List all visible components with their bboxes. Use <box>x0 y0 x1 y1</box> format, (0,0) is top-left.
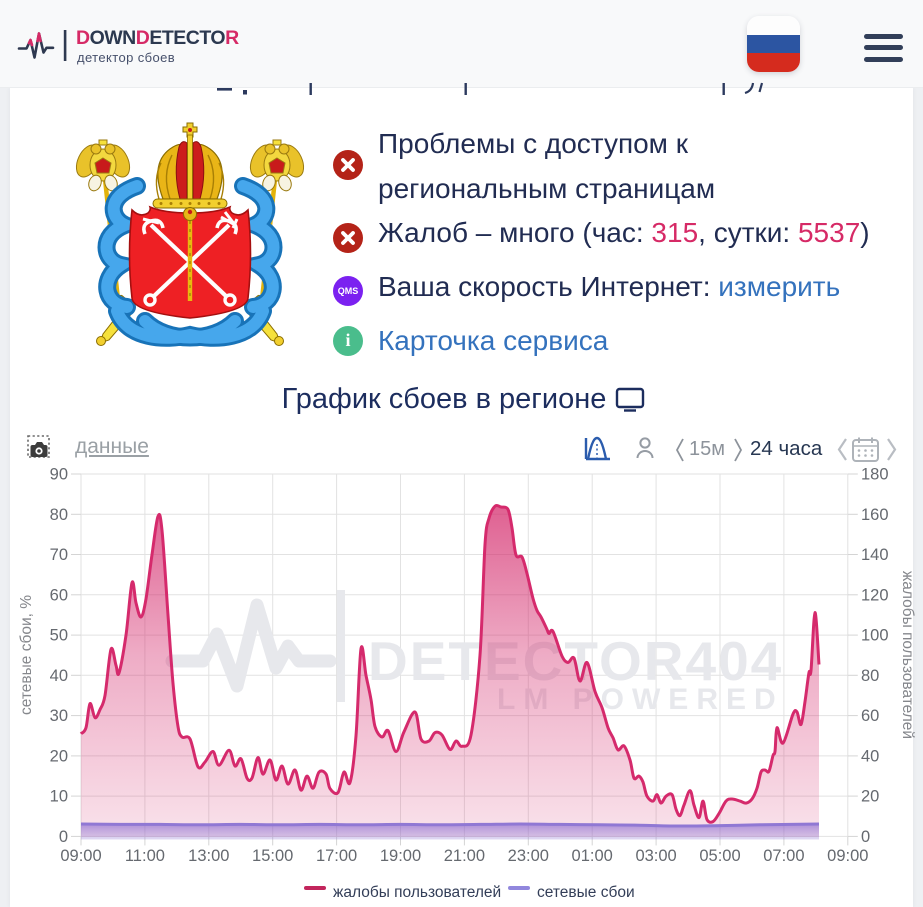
svg-text:160: 160 <box>861 506 889 524</box>
svg-text:23:00: 23:00 <box>508 847 549 865</box>
svg-text:03:00: 03:00 <box>635 847 676 865</box>
svg-text:30: 30 <box>50 707 68 725</box>
svg-text:50: 50 <box>50 627 68 645</box>
svg-text:20: 20 <box>50 747 68 765</box>
svg-text:сетевые сбои, %: сетевые сбои, % <box>18 595 35 715</box>
svg-text:40: 40 <box>50 667 68 685</box>
svg-text:80: 80 <box>861 667 879 685</box>
svg-text:90: 90 <box>50 466 68 484</box>
svg-text:0: 0 <box>59 828 68 846</box>
svg-text:09:00: 09:00 <box>827 847 868 865</box>
svg-text:60: 60 <box>50 586 68 604</box>
svg-text:100: 100 <box>861 627 889 645</box>
svg-text:10: 10 <box>50 788 68 806</box>
svg-text:жалобы пользователей: жалобы пользователей <box>899 571 916 739</box>
svg-text:07:00: 07:00 <box>763 847 804 865</box>
svg-text:11:00: 11:00 <box>125 847 165 865</box>
svg-text:60: 60 <box>861 707 879 725</box>
svg-text:19:00: 19:00 <box>380 847 421 865</box>
svg-text:70: 70 <box>50 546 68 564</box>
svg-text:140: 140 <box>861 546 889 564</box>
svg-text:20: 20 <box>861 788 879 806</box>
svg-text:09:00: 09:00 <box>60 847 101 865</box>
svg-text:13:00: 13:00 <box>188 847 229 865</box>
svg-text:01:00: 01:00 <box>572 847 613 865</box>
svg-text:05:00: 05:00 <box>699 847 740 865</box>
svg-text:0: 0 <box>861 828 870 846</box>
svg-text:120: 120 <box>861 586 889 604</box>
svg-text:15:00: 15:00 <box>252 847 293 865</box>
svg-text:40: 40 <box>861 747 879 765</box>
svg-text:21:00: 21:00 <box>444 847 485 865</box>
svg-text:17:00: 17:00 <box>316 847 357 865</box>
svg-text:80: 80 <box>50 506 68 524</box>
svg-text:180: 180 <box>861 466 889 484</box>
